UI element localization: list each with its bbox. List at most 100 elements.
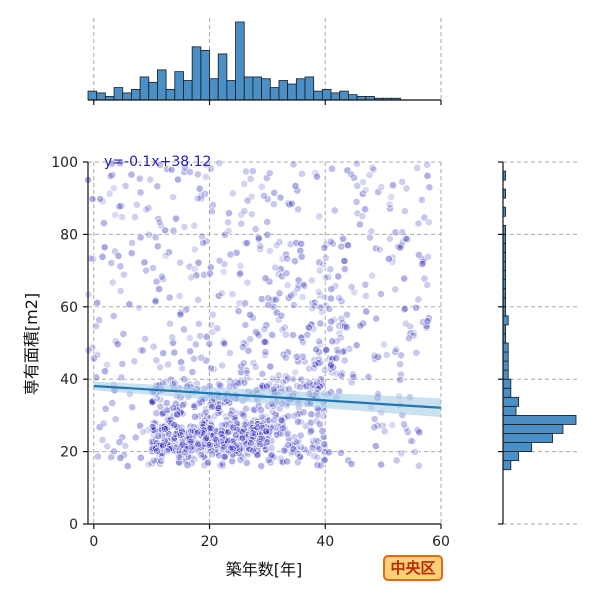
scatter-point bbox=[193, 429, 201, 437]
scatter-point bbox=[327, 317, 336, 326]
y-hist-bar bbox=[502, 433, 553, 443]
scatter-point bbox=[202, 332, 211, 341]
scatter-point bbox=[325, 305, 334, 313]
scatter-point bbox=[402, 234, 410, 243]
scatter-point bbox=[190, 401, 198, 410]
scatter-point bbox=[238, 433, 247, 442]
scatter-point bbox=[180, 222, 189, 231]
scatter-point bbox=[187, 273, 196, 282]
y-tick-label: 80 bbox=[60, 227, 78, 243]
scatter-point bbox=[110, 447, 118, 456]
x-hist-bar bbox=[131, 88, 141, 101]
scatter-point bbox=[319, 260, 328, 269]
scatter-point bbox=[157, 457, 166, 465]
scatter-point bbox=[214, 291, 223, 300]
scatter-point bbox=[215, 256, 224, 265]
scatter-point bbox=[282, 269, 291, 278]
scatter-point bbox=[327, 285, 336, 293]
scatter-point bbox=[261, 274, 270, 283]
scatter-point bbox=[315, 212, 324, 221]
y-hist-bar bbox=[502, 387, 512, 398]
scatter-point bbox=[366, 233, 374, 242]
scatter-point bbox=[119, 330, 128, 338]
scatter-point bbox=[228, 457, 237, 466]
scatter-point bbox=[355, 220, 364, 229]
scatter-point bbox=[420, 213, 429, 222]
scatter-point bbox=[256, 245, 265, 254]
scatter-point bbox=[266, 362, 275, 371]
scatter-point bbox=[309, 325, 318, 334]
scatter-point bbox=[414, 295, 423, 304]
scatter-point bbox=[237, 368, 246, 377]
scatter-point bbox=[287, 291, 295, 300]
scatter-point bbox=[162, 399, 171, 407]
scatter-point bbox=[307, 426, 316, 435]
scatter-point bbox=[177, 437, 186, 446]
scatter-point bbox=[274, 315, 283, 324]
scatter-point bbox=[396, 376, 404, 384]
scatter-point bbox=[347, 283, 356, 291]
scatter-point bbox=[190, 245, 199, 254]
scatter-point bbox=[293, 449, 302, 458]
scatter-point bbox=[197, 451, 205, 459]
scatter-point bbox=[423, 171, 432, 180]
x-axis-label: 築年数[年] bbox=[226, 560, 303, 579]
scatter-point bbox=[131, 213, 139, 221]
scatter-point bbox=[300, 357, 309, 366]
scatter-point bbox=[296, 431, 305, 440]
scatter-point bbox=[314, 287, 323, 296]
scatter-point bbox=[414, 461, 423, 470]
scatter-point bbox=[318, 427, 327, 436]
scatter-point bbox=[284, 441, 292, 449]
scatter-point bbox=[121, 182, 130, 190]
scatter-point bbox=[213, 324, 222, 333]
y-tick-label: 60 bbox=[60, 300, 78, 316]
scatter-point bbox=[127, 170, 136, 179]
scatter-point bbox=[239, 343, 247, 352]
scatter-point bbox=[268, 331, 277, 339]
scatter-point bbox=[169, 226, 178, 235]
scatter-point bbox=[268, 407, 277, 416]
scatter-point bbox=[176, 310, 185, 319]
scatter-point bbox=[103, 360, 111, 369]
scatter-point bbox=[178, 364, 186, 373]
scatter-point bbox=[263, 230, 272, 239]
scatter-point bbox=[290, 301, 298, 309]
scatter-point bbox=[313, 378, 322, 386]
scatter-point bbox=[201, 408, 210, 417]
scatter-point bbox=[103, 442, 112, 451]
scatter-point bbox=[312, 417, 321, 426]
scatter-point bbox=[208, 207, 216, 216]
scatter-point bbox=[361, 205, 370, 214]
scatter-point bbox=[231, 431, 240, 439]
scatter-point bbox=[371, 442, 380, 450]
scatter-point bbox=[194, 440, 203, 449]
x-hist-bar bbox=[209, 78, 219, 101]
y-hist-bar bbox=[502, 451, 520, 462]
scatter-point bbox=[424, 252, 432, 261]
x-hist-bar bbox=[139, 76, 150, 101]
x-hist-bar bbox=[191, 46, 202, 101]
scatter-point bbox=[260, 325, 269, 334]
scatter-point bbox=[194, 295, 203, 304]
scatter-point bbox=[140, 258, 149, 267]
scatter-point bbox=[397, 449, 406, 458]
scatter-point bbox=[244, 346, 253, 355]
scatter-point bbox=[186, 334, 194, 342]
x-hist-bar bbox=[96, 92, 106, 101]
scatter-point bbox=[180, 375, 189, 384]
scatter-point bbox=[152, 277, 161, 286]
scatter-point bbox=[382, 351, 391, 359]
scatter-point bbox=[294, 281, 303, 290]
scatter-point bbox=[107, 453, 116, 462]
scatter-point bbox=[199, 238, 208, 247]
y-hist-bar bbox=[502, 315, 509, 326]
scatter-point bbox=[313, 437, 322, 446]
scatter-point bbox=[238, 428, 247, 437]
scatter-point bbox=[259, 413, 267, 422]
scatter-point bbox=[201, 161, 210, 169]
scatter-point bbox=[165, 293, 174, 302]
scatter-point bbox=[325, 448, 334, 457]
scatter-point bbox=[377, 183, 386, 191]
scatter-point bbox=[316, 382, 324, 391]
